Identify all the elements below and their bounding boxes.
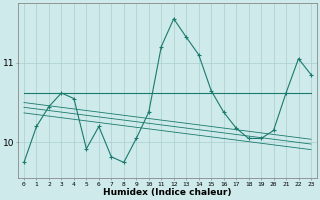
X-axis label: Humidex (Indice chaleur): Humidex (Indice chaleur) <box>103 188 232 197</box>
